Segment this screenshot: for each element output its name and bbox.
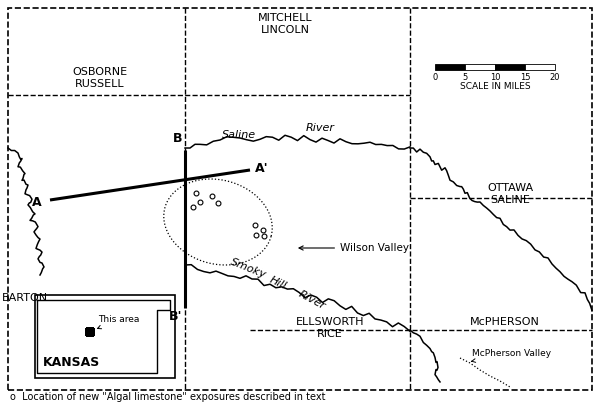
Text: KANSAS: KANSAS <box>43 356 100 369</box>
Text: B': B' <box>169 310 182 323</box>
Text: RUSSELL: RUSSELL <box>75 79 125 89</box>
Text: B: B <box>173 132 182 145</box>
Bar <box>35 295 175 378</box>
Text: SALINE: SALINE <box>490 195 530 205</box>
Text: BARTON: BARTON <box>2 293 48 303</box>
Text: 15: 15 <box>520 73 530 82</box>
Bar <box>85 328 95 336</box>
Text: MITCHELL: MITCHELL <box>257 13 313 23</box>
Text: ELLSWORTH: ELLSWORTH <box>296 317 364 327</box>
Text: 20: 20 <box>550 73 560 82</box>
Text: Wilson Valley: Wilson Valley <box>299 243 409 253</box>
Bar <box>495 64 525 70</box>
Text: 5: 5 <box>463 73 467 82</box>
Text: o  Location of new "Algal limestone" exposures described in text: o Location of new "Algal limestone" expo… <box>10 392 325 402</box>
Text: McPherson Valley: McPherson Valley <box>472 349 551 362</box>
Bar <box>525 64 555 70</box>
Text: Smoky: Smoky <box>229 256 268 280</box>
Text: River: River <box>297 289 327 311</box>
Text: OTTAWA: OTTAWA <box>487 183 533 193</box>
Bar <box>435 64 465 70</box>
Text: SCALE IN MILES: SCALE IN MILES <box>460 82 530 91</box>
Text: Saline: Saline <box>222 130 256 140</box>
Text: LINCOLN: LINCOLN <box>260 25 310 35</box>
Bar <box>86 327 94 337</box>
Text: Hill: Hill <box>268 275 288 291</box>
Text: RICE: RICE <box>317 329 343 339</box>
Text: McPHERSON: McPHERSON <box>470 317 540 327</box>
Text: A: A <box>32 196 42 209</box>
Text: 10: 10 <box>490 73 500 82</box>
Text: 0: 0 <box>433 73 437 82</box>
Bar <box>465 64 495 70</box>
Text: A': A' <box>255 162 269 175</box>
Text: OSBORNE: OSBORNE <box>73 67 128 77</box>
Text: River: River <box>305 123 335 133</box>
Text: This area: This area <box>98 315 139 329</box>
